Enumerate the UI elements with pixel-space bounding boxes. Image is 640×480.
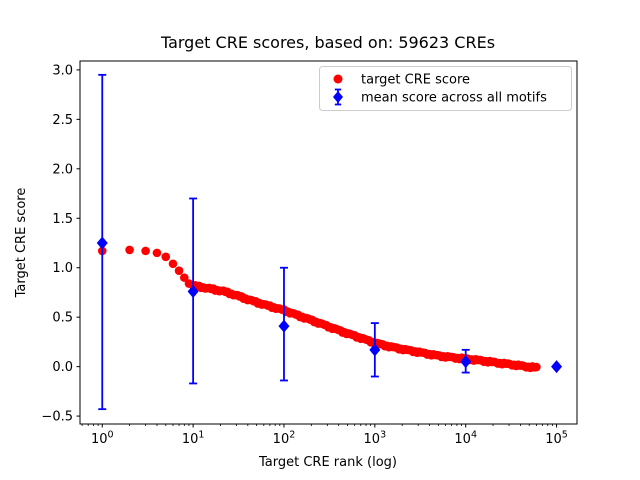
series-mean-score <box>96 73 563 411</box>
mean-point-with-errorbar <box>460 348 472 374</box>
y-tick-label: 3.0 <box>52 63 73 78</box>
red-data-point <box>174 266 184 275</box>
legend-marker-errorbar-diamond-icon <box>333 88 343 106</box>
x-tick-label: 105 <box>545 430 568 448</box>
red-data-point <box>152 248 162 258</box>
legend-marker-circle-icon <box>333 74 343 84</box>
red-data-point <box>532 362 541 372</box>
blue-diamond-marker <box>369 343 381 357</box>
mean-point-with-errorbar <box>278 266 290 382</box>
blue-diamond-marker <box>551 360 563 374</box>
mean-point-with-errorbar <box>369 322 381 378</box>
y-tick-label: 1.5 <box>52 212 73 227</box>
legend-box <box>319 66 572 111</box>
x-tick-label: 104 <box>454 430 477 448</box>
mean-point-with-errorbar <box>551 360 563 374</box>
legend-label-mean-score: mean score across all motifs <box>361 91 547 106</box>
chart-title: Target CRE scores, based on: 59623 CREs <box>160 33 495 52</box>
red-data-point <box>168 259 178 269</box>
mean-point-with-errorbar <box>96 73 108 411</box>
y-axis-label: Target CRE score <box>14 188 29 299</box>
blue-diamond-marker <box>96 236 108 250</box>
y-tick-label: 0.5 <box>52 311 73 326</box>
mean-point-with-errorbar <box>187 197 199 385</box>
red-data-point <box>125 245 134 255</box>
y-tick-label: 0.0 <box>52 360 73 375</box>
x-tick-label: 101 <box>182 430 205 448</box>
legend-label-target-cre-score: target CRE score <box>361 73 470 88</box>
blue-diamond-marker <box>187 284 199 298</box>
series-target-cre-score <box>97 245 541 373</box>
x-tick-label: 100 <box>91 430 114 448</box>
y-tick-label: −0.5 <box>41 410 73 425</box>
y-tick-label: 2.5 <box>52 113 73 128</box>
blue-diamond-marker <box>460 355 472 369</box>
x-tick-label: 102 <box>273 430 296 448</box>
red-data-point <box>161 252 171 262</box>
y-tick-label: 1.0 <box>52 261 73 276</box>
plot-area: 100 101 102 103 104 105 −0.5 0.0 0.5 1.0 1.5 2.0 2.5… <box>41 60 578 448</box>
x-axis-label: Target CRE rank (log) <box>258 455 397 470</box>
red-data-point <box>180 273 189 282</box>
legend: target CRE score mean score across all m… <box>319 66 572 111</box>
red-data-point <box>141 246 150 256</box>
x-tick-label: 103 <box>364 430 387 448</box>
axes-spines <box>79 60 578 425</box>
y-tick-label: 2.0 <box>52 162 73 177</box>
blue-diamond-marker <box>278 319 290 333</box>
